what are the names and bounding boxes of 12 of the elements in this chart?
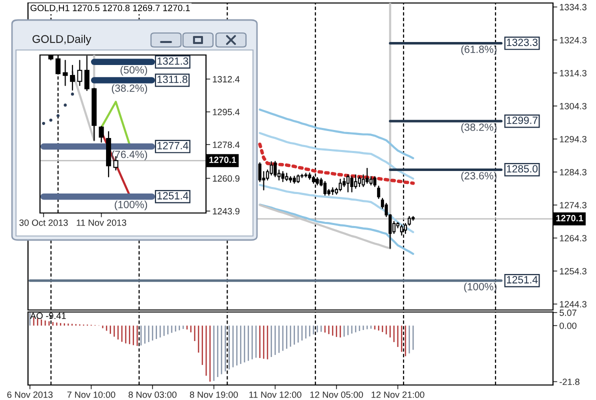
x-tick-label: 11 Nov 12:00 (249, 391, 302, 398)
y-tick-label: 1244.3 (560, 301, 586, 308)
y-tick-label: -21.8 (560, 378, 580, 386)
x-tick-label: 8 Nov 03:00 (128, 391, 177, 398)
x-tick-label: 8 Nov 19:00 (190, 391, 238, 398)
chart-title: AO -9.41 (30, 312, 66, 319)
x-tick-label: 6 Nov 2013 (7, 391, 53, 398)
x-tick-label: 7 Nov 10:00 (67, 391, 116, 398)
x-tick-label: 12 Nov 05:00 (310, 391, 363, 398)
y-tick-label: 0.00 (560, 322, 576, 329)
x-tick-label: 12 Nov 21:00 (372, 391, 424, 398)
y-tick-label: 5.07 (560, 310, 576, 316)
